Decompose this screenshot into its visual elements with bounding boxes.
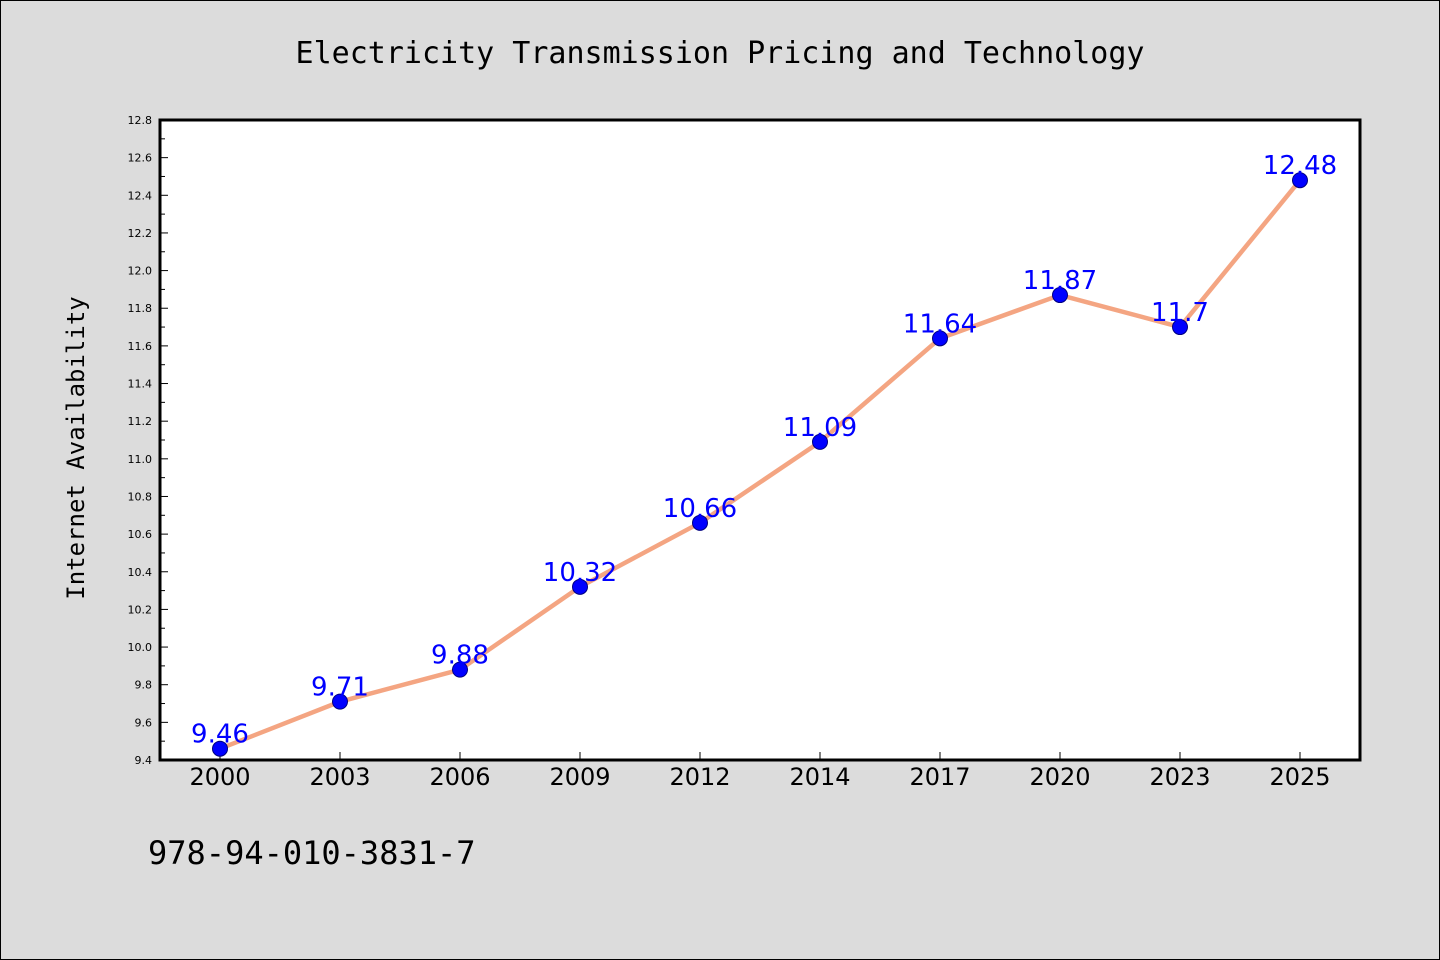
- plot-frame: [158, 118, 1362, 762]
- y-tick-label: 9.8: [135, 679, 153, 692]
- y-tick-label: 12.0: [128, 265, 153, 278]
- data-label: 9.88: [431, 641, 489, 671]
- data-point: [812, 433, 828, 450]
- x-tick-label: 2003: [309, 763, 370, 791]
- x-tick-label: 2000: [189, 763, 250, 791]
- x-tick-label: 2009: [549, 763, 610, 791]
- data-point: [1292, 172, 1308, 189]
- y-tick-label: 11.2: [128, 415, 153, 428]
- y-tick-label: 9.4: [135, 754, 153, 767]
- y-tick-label: 10.0: [128, 641, 153, 654]
- plot-area: [160, 120, 1360, 760]
- data-label: 12.48: [1263, 151, 1337, 181]
- data-labels-layer: 9.46 9.71 9.88 10.32 10.66 11.09 11.64 11.87 11.…: [191, 151, 1337, 749]
- y-tick-label: 11.8: [128, 302, 153, 315]
- y-tick-label: 10.4: [128, 566, 153, 579]
- y-tick-label: 10.2: [128, 603, 153, 616]
- y-tick-label: 12.4: [128, 189, 153, 202]
- data-label: 11.87: [1023, 266, 1097, 296]
- y-tick-label: 11.6: [128, 340, 153, 353]
- x-tick-label: 2020: [1029, 763, 1090, 791]
- x-tick-label: 2017: [909, 763, 970, 791]
- data-label: 11.7: [1151, 298, 1209, 328]
- data-label: 11.09: [783, 413, 857, 443]
- data-point: [1052, 287, 1068, 304]
- y-tick-label: 11.0: [128, 453, 153, 466]
- isbn-code: 978-94-010-3831-7: [148, 834, 476, 872]
- data-label: 10.66: [663, 494, 737, 524]
- series-layer: [212, 172, 1308, 757]
- data-point: [452, 661, 468, 678]
- data-label: 9.46: [191, 720, 249, 750]
- data-label: 10.32: [543, 558, 617, 588]
- x-axis: 2000 2003 2006 2009 2012 2014 2017 2020 2023 2025: [189, 752, 1331, 791]
- data-point: [572, 578, 588, 595]
- chart-title: Electricity Transmission Pricing and Tec…: [296, 36, 1145, 71]
- x-tick-label: 2023: [1149, 763, 1210, 791]
- x-tick-label: 2012: [669, 763, 730, 791]
- data-point: [932, 330, 948, 347]
- y-tick-label: 10.8: [128, 490, 153, 503]
- x-tick-label: 2025: [1269, 763, 1330, 791]
- data-point: [692, 514, 708, 531]
- y-tick-label: 12.6: [128, 152, 153, 165]
- data-label: 11.64: [903, 309, 977, 339]
- data-point: [1172, 319, 1188, 336]
- y-tick-label: 10.6: [128, 528, 153, 541]
- data-label: 9.71: [311, 673, 369, 703]
- y-tick-label: 12.2: [128, 227, 153, 240]
- x-tick-label: 2006: [429, 763, 490, 791]
- series-line: [217, 177, 1303, 751]
- x-tick-label: 2014: [789, 763, 850, 791]
- data-point: [332, 693, 348, 710]
- y-tick-label: 11.4: [128, 378, 153, 391]
- data-point: [212, 740, 228, 757]
- y-axis-label: Internet Availability: [62, 296, 90, 599]
- y-tick-label: 12.8: [128, 114, 153, 127]
- y-tick-label: 9.6: [135, 716, 153, 729]
